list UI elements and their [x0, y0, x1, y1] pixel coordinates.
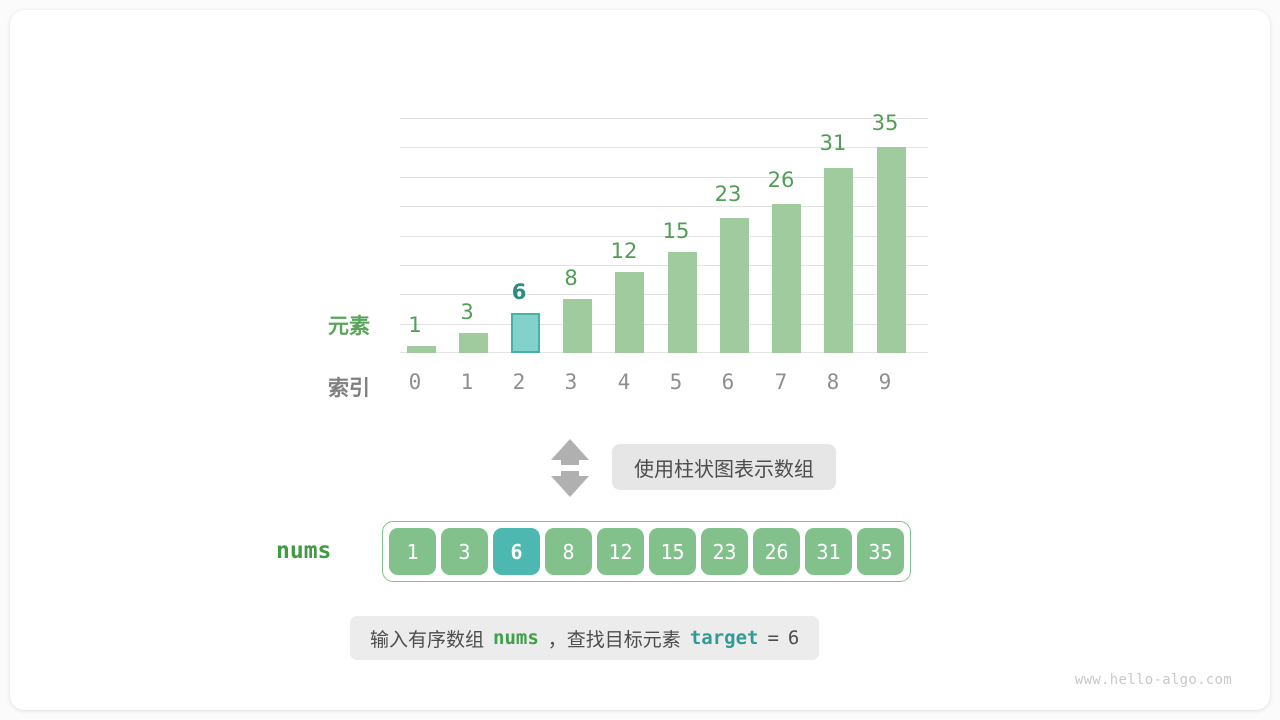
index-label-7: 7	[774, 370, 788, 394]
bar-series	[400, 118, 928, 353]
gridline	[400, 324, 928, 325]
bar-value-3: 8	[564, 266, 578, 290]
bar-1	[459, 333, 488, 353]
index-label-0: 0	[408, 370, 422, 394]
array-cell-6: 23	[701, 528, 748, 575]
bar-7	[772, 204, 801, 353]
array-cell-0: 1	[389, 528, 436, 575]
middle-caption: 使用柱状图表示数组	[612, 444, 836, 490]
gridline	[400, 177, 928, 178]
bar-5	[668, 252, 697, 353]
figure-card: 1 3 6 8 12 15 23 26 31 35 0 1 2 3 4 5 6 …	[10, 10, 1270, 710]
index-label-6: 6	[721, 370, 735, 394]
bar-value-9: 35	[871, 111, 899, 135]
array-cell-7: 26	[753, 528, 800, 575]
gridline	[400, 265, 928, 266]
bar-value-6: 23	[714, 182, 742, 206]
index-label-1: 1	[460, 370, 474, 394]
bar-8	[824, 168, 853, 353]
bar-6	[720, 218, 749, 353]
caption-equals: =	[767, 627, 779, 649]
bar-value-2: 6	[511, 280, 527, 304]
array-container: 1 3 6 8 12 15 23 26 31 35	[382, 521, 911, 582]
bar-value-1: 3	[460, 300, 474, 324]
gridline	[400, 352, 928, 353]
index-label-8: 8	[826, 370, 840, 394]
watermark: www.hello-algo.com	[1074, 672, 1232, 688]
gridline	[400, 118, 928, 119]
array-cell-8: 31	[805, 528, 852, 575]
bar-value-0: 1	[408, 313, 422, 337]
bar-value-4: 12	[610, 239, 638, 263]
bar-value-5: 15	[662, 219, 690, 243]
index-label-9: 9	[878, 370, 892, 394]
array-cell-2-highlighted: 6	[493, 528, 540, 575]
axis-label-element: 元素	[328, 314, 370, 338]
double-arrow-vertical-icon	[551, 439, 589, 497]
bar-2-highlighted	[511, 313, 540, 353]
bar-3	[563, 299, 592, 353]
array-cell-5: 15	[649, 528, 696, 575]
caption-value: 6	[787, 627, 800, 649]
gridline	[400, 206, 928, 207]
array-cell-4: 12	[597, 528, 644, 575]
index-label-3: 3	[564, 370, 578, 394]
array-cell-9: 35	[857, 528, 904, 575]
gridline	[400, 294, 928, 295]
array-cell-1: 3	[441, 528, 488, 575]
caption-target: target	[689, 627, 759, 649]
caption-text-1: 输入有序数组	[370, 628, 485, 651]
index-label-2: 2	[512, 370, 526, 394]
index-label-5: 5	[669, 370, 683, 394]
bar-value-7: 26	[767, 168, 795, 192]
nums-label: nums	[276, 538, 332, 564]
bar-0	[407, 346, 436, 353]
caption-text-2: 查找目标元素	[566, 628, 681, 651]
bottom-caption: 输入有序数组 nums ， 查找目标元素 target = 6	[350, 616, 820, 660]
bar-chart	[400, 118, 928, 353]
caption-nums: nums	[493, 627, 539, 649]
axis-label-index: 索引	[328, 376, 370, 400]
gridline	[400, 236, 928, 237]
index-label-4: 4	[617, 370, 631, 394]
caption-comma: ，	[547, 628, 567, 651]
gridline	[400, 147, 928, 148]
bar-value-8: 31	[819, 131, 847, 155]
array-cell-3: 8	[545, 528, 592, 575]
bar-4	[615, 272, 644, 353]
bar-9	[877, 147, 906, 353]
